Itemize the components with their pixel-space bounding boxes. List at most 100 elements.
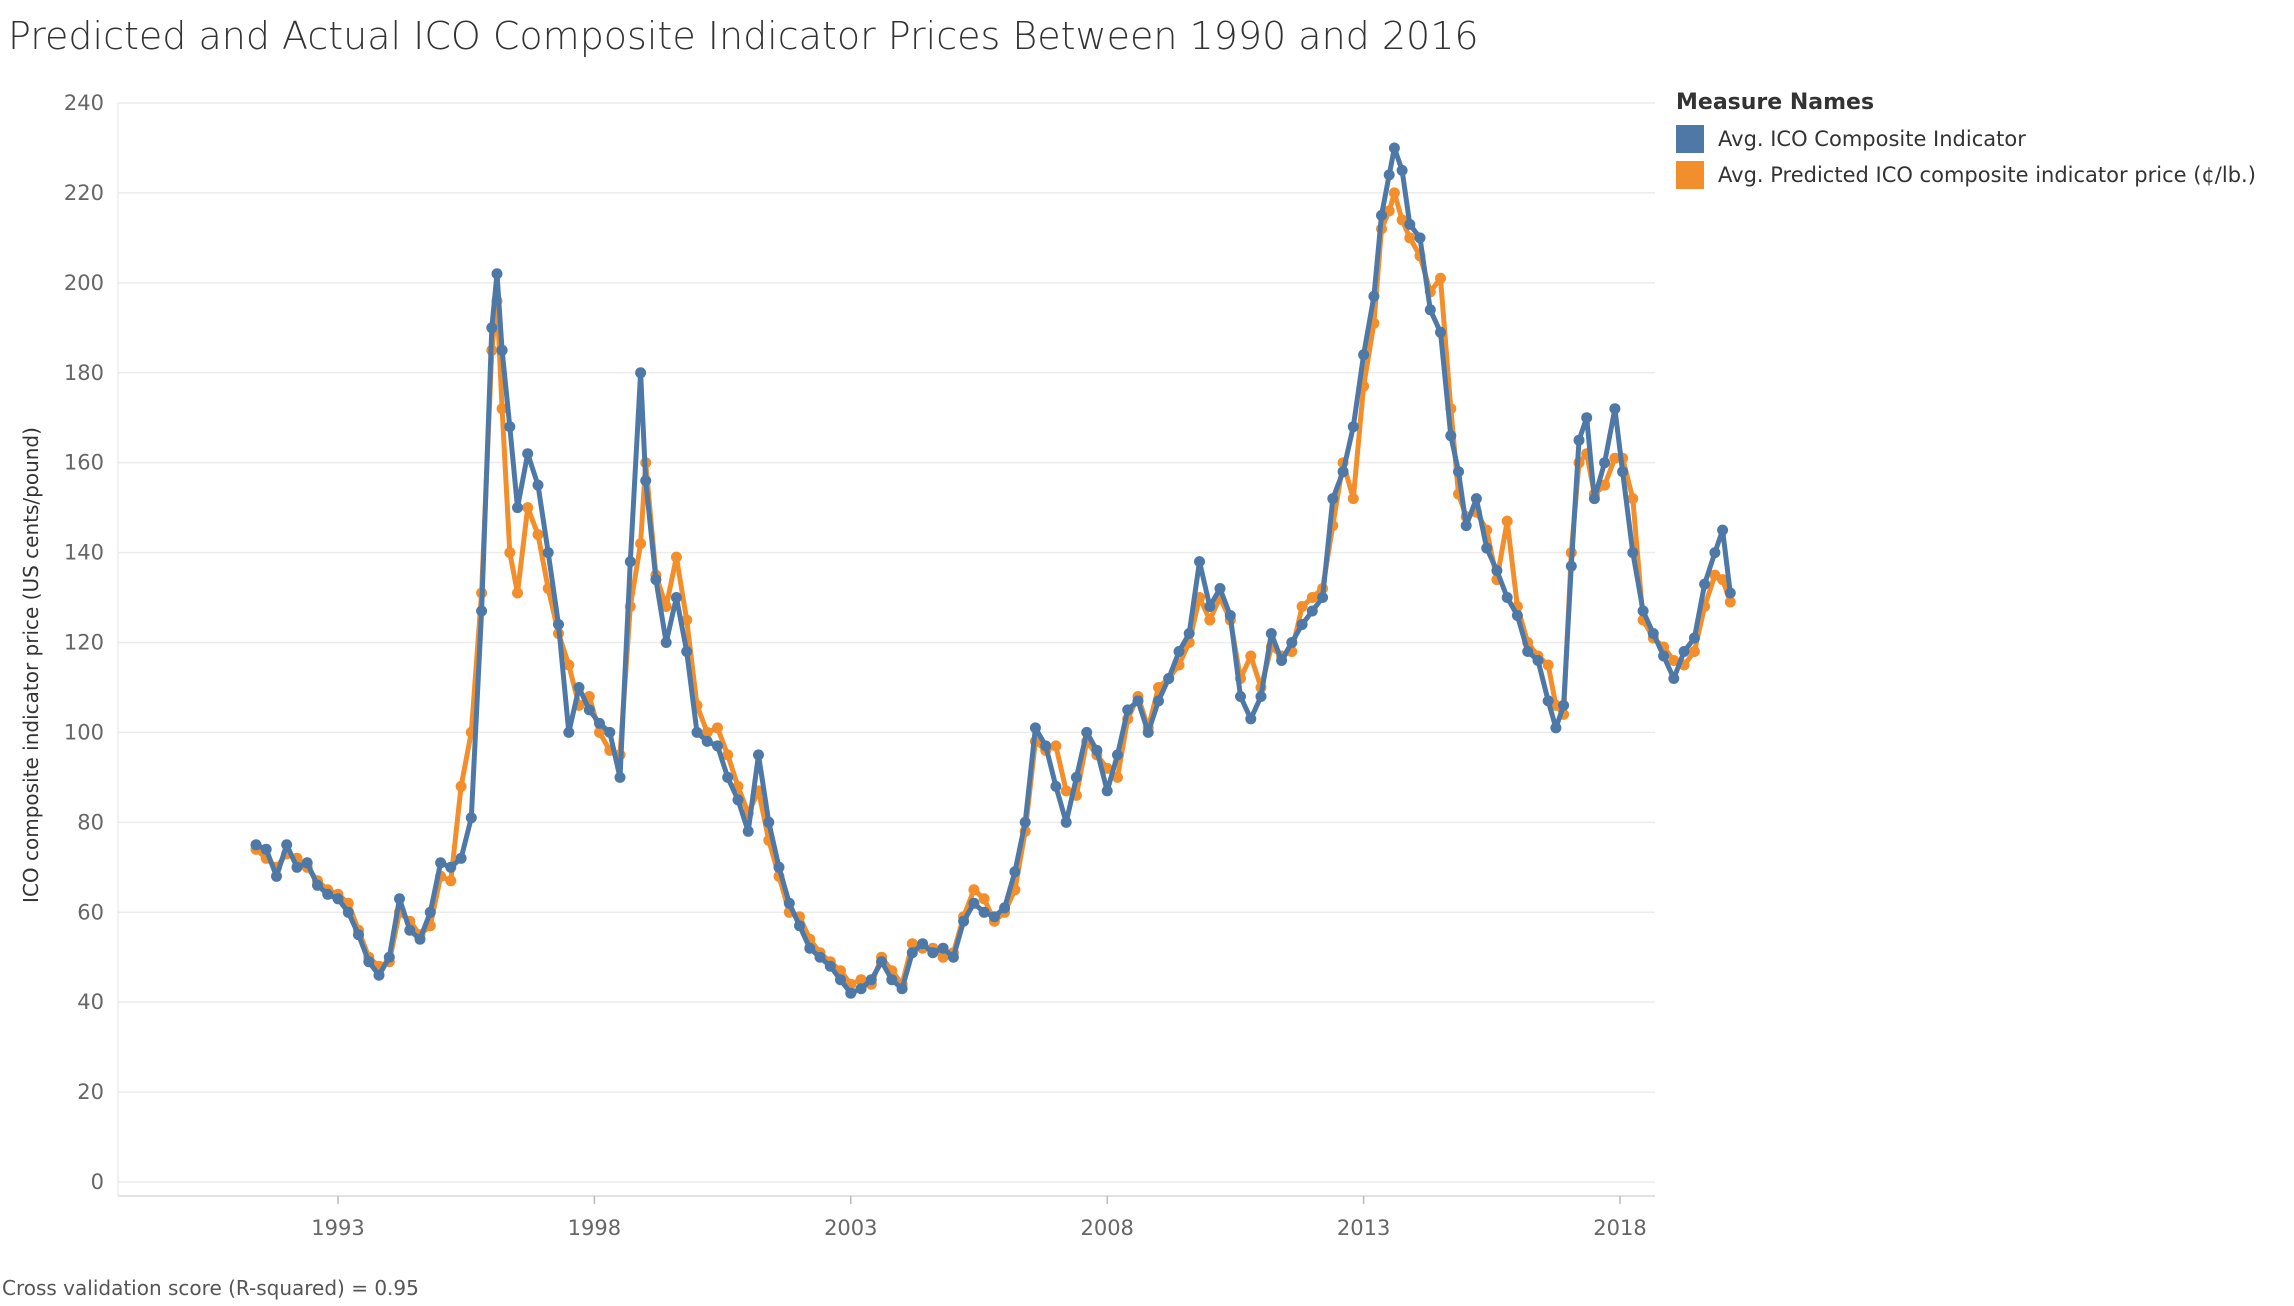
data-point[interactable] [968,884,980,896]
data-point[interactable] [701,735,713,747]
data-point[interactable] [1573,434,1585,446]
data-point[interactable] [1627,493,1639,505]
data-point[interactable] [512,502,523,514]
data-point[interactable] [1404,218,1416,230]
data-point[interactable] [1081,726,1093,738]
data-point[interactable] [937,942,949,954]
data-point[interactable] [532,529,544,541]
data-point[interactable] [896,983,908,995]
data-point[interactable] [281,839,293,851]
data-point[interactable] [424,906,436,918]
data-point[interactable] [1609,452,1621,464]
data-point[interactable] [660,637,672,648]
data-point[interactable] [353,929,364,941]
data-point[interactable] [1070,771,1082,783]
data-point[interactable] [614,771,626,783]
data-point[interactable] [1491,565,1503,577]
data-point[interactable] [1688,646,1700,657]
data-point[interactable] [322,888,334,900]
data-point[interactable] [958,915,970,927]
data-point[interactable] [978,893,990,905]
data-point[interactable] [1658,650,1670,662]
data-point[interactable] [604,726,616,738]
data-point[interactable] [1265,628,1277,639]
data-point[interactable] [978,906,990,918]
data-point[interactable] [670,592,682,603]
data-point[interactable] [1327,493,1339,505]
data-point[interactable] [1376,209,1387,221]
data-point[interactable] [512,587,523,599]
data-point[interactable] [691,726,703,738]
data-point[interactable] [522,502,534,514]
data-point[interactable] [342,906,354,918]
data-point[interactable] [583,704,595,716]
data-point[interactable] [291,861,303,873]
data-point[interactable] [1532,655,1544,666]
data-point[interactable] [773,861,785,873]
data-point[interactable] [1142,726,1154,738]
data-point[interactable] [1296,601,1308,612]
data-point[interactable] [1388,187,1400,199]
data-point[interactable] [681,614,693,626]
data-point[interactable] [1173,646,1185,657]
data-point[interactable] [1060,816,1072,828]
data-point[interactable] [404,924,416,936]
data-point[interactable] [491,268,503,280]
data-point[interactable] [563,726,575,738]
data-point[interactable] [394,893,405,905]
data-point[interactable] [947,951,959,963]
data-point[interactable] [732,794,744,806]
data-point[interactable] [1183,628,1195,639]
data-point[interactable] [1699,578,1711,590]
data-point[interactable] [1368,290,1380,302]
data-point[interactable] [1286,637,1298,648]
data-point[interactable] [1445,430,1457,442]
data-point[interactable] [532,479,544,491]
data-point[interactable] [563,659,575,671]
data-point[interactable] [1388,142,1400,154]
data-point[interactable] [753,749,764,761]
data-point[interactable] [414,933,426,945]
data-point[interactable] [383,951,395,963]
data-point[interactable] [855,983,867,995]
data-point[interactable] [1194,556,1205,568]
data-point[interactable] [1511,610,1523,621]
data-point[interactable] [486,322,498,334]
data-point[interactable] [363,956,375,968]
data-point[interactable] [332,893,344,905]
data-point[interactable] [670,551,682,563]
data-point[interactable] [660,601,672,612]
data-point[interactable] [504,547,516,559]
data-point[interactable] [445,875,457,887]
data-point[interactable] [1542,659,1554,671]
data-point[interactable] [1204,614,1216,626]
data-point[interactable] [1358,349,1370,361]
data-point[interactable] [1424,304,1436,316]
data-point[interactable] [373,969,385,981]
data-point[interactable] [794,920,805,932]
data-point[interactable] [1565,560,1577,572]
data-point[interactable] [1306,592,1318,603]
data-point[interactable] [835,974,846,986]
data-point[interactable] [814,951,826,963]
data-point[interactable] [1347,493,1359,505]
data-point[interactable] [876,956,888,968]
data-point[interactable] [742,825,754,837]
data-point[interactable] [1453,466,1464,478]
data-point[interactable] [553,619,564,630]
data-point[interactable] [476,605,488,617]
data-point[interactable] [1112,749,1123,761]
data-point[interactable] [1050,740,1062,752]
data-point[interactable] [1678,646,1690,657]
data-point[interactable] [722,771,734,783]
data-point[interactable] [845,987,857,999]
legend-item-actual[interactable]: Avg. ICO Composite Indicator [1676,125,2256,153]
data-point[interactable] [1588,493,1600,505]
data-point[interactable] [1347,421,1359,433]
data-point[interactable] [301,857,313,869]
data-point[interactable] [542,547,554,559]
data-point[interactable] [1245,713,1257,725]
data-point[interactable] [635,538,647,550]
data-point[interactable] [906,947,918,959]
data-point[interactable] [1224,610,1236,621]
